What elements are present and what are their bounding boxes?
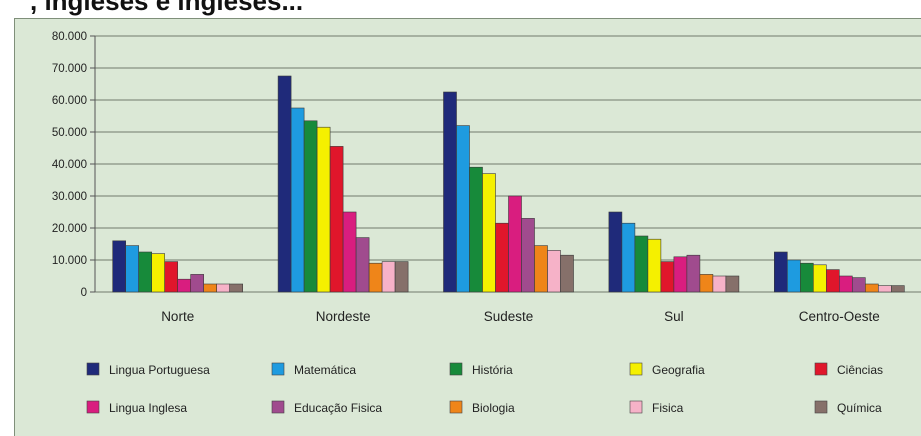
bar — [877, 285, 892, 293]
bar — [864, 283, 879, 293]
legend-label: Ciências — [837, 363, 883, 377]
bar — [547, 250, 561, 293]
bar — [647, 238, 662, 293]
legend-swatch — [86, 362, 100, 376]
bar — [342, 211, 357, 293]
legend-label: Lingua Inglesa — [109, 401, 187, 415]
bar — [534, 245, 548, 293]
bar — [851, 277, 866, 293]
bar — [138, 251, 152, 293]
bar — [177, 278, 191, 293]
x-category-label: Centro-Oeste — [799, 309, 880, 324]
bar — [508, 195, 522, 293]
bar — [521, 218, 535, 293]
legend-label: Lingua Portuguesa — [109, 363, 210, 377]
legend-label: Biologia — [472, 401, 515, 415]
legend-label: Fisica — [652, 401, 684, 415]
legend-swatch — [814, 362, 828, 376]
bar — [699, 274, 714, 293]
bar — [164, 261, 178, 293]
bar — [190, 274, 204, 293]
y-tick-label: 60.000 — [52, 95, 87, 107]
legend-swatch — [629, 362, 643, 376]
bar — [316, 126, 331, 293]
bar — [686, 254, 701, 293]
y-tick-label: 0 — [81, 287, 87, 299]
bar — [799, 262, 814, 293]
legend-swatch — [449, 400, 463, 414]
bar — [443, 91, 457, 293]
bar — [151, 253, 165, 293]
y-tick-label: 10.000 — [52, 255, 87, 267]
bar — [825, 269, 840, 293]
bar — [890, 285, 905, 293]
bar — [608, 211, 623, 293]
x-category-label: Sudeste — [484, 309, 534, 324]
legend-label: Educação Fisica — [294, 401, 382, 415]
chart-panel: 0 10.000 20.000 30.000 40.000 50.000 60.000 70.… — [14, 18, 921, 436]
bar — [329, 146, 344, 293]
legend-label: Matemática — [294, 363, 356, 377]
legend-swatch — [629, 400, 643, 414]
bar — [482, 173, 496, 293]
bar — [216, 283, 230, 293]
legend-swatch — [449, 362, 463, 376]
y-tick-label: 30.000 — [52, 191, 87, 203]
bar — [368, 262, 383, 293]
bar — [786, 259, 801, 293]
bar — [495, 222, 509, 293]
bar — [812, 264, 827, 293]
bar — [725, 275, 740, 293]
bar — [621, 222, 636, 293]
bar — [355, 237, 370, 293]
legend-swatch — [271, 362, 285, 376]
bar — [203, 283, 217, 293]
bar — [660, 261, 675, 293]
bar — [125, 245, 139, 293]
bar — [773, 251, 788, 293]
bar — [469, 166, 483, 293]
bar — [290, 107, 305, 293]
legend-label: Química — [837, 401, 882, 415]
y-tick-label: 40.000 — [52, 159, 87, 171]
page-title: , ingleses e ingleses... — [30, 0, 304, 16]
y-tick-label: 70.000 — [52, 63, 87, 75]
legend-swatch — [814, 400, 828, 414]
bar — [303, 120, 318, 293]
x-category-label: Norte — [161, 309, 194, 324]
bar — [560, 254, 574, 293]
bar — [634, 235, 649, 293]
y-tick-label: 80.000 — [52, 31, 87, 43]
bar — [381, 261, 396, 293]
bar-chart: 0 10.000 20.000 30.000 40.000 50.000 60.000 70.… — [52, 31, 921, 415]
legend-label: História — [472, 363, 513, 377]
bar — [712, 275, 727, 293]
x-category-label: Sul — [664, 309, 684, 324]
bar — [229, 283, 243, 293]
bar — [673, 256, 688, 293]
legend-swatch — [271, 400, 285, 414]
y-tick-label: 20.000 — [52, 223, 87, 235]
legend-swatch — [86, 400, 100, 414]
bar — [838, 275, 853, 293]
x-category-label: Nordeste — [316, 309, 371, 324]
bar — [112, 240, 126, 293]
bar — [277, 75, 292, 293]
bar — [456, 125, 470, 293]
y-tick-label: 50.000 — [52, 127, 87, 139]
legend-label: Geografia — [652, 363, 705, 377]
bar — [394, 261, 409, 293]
